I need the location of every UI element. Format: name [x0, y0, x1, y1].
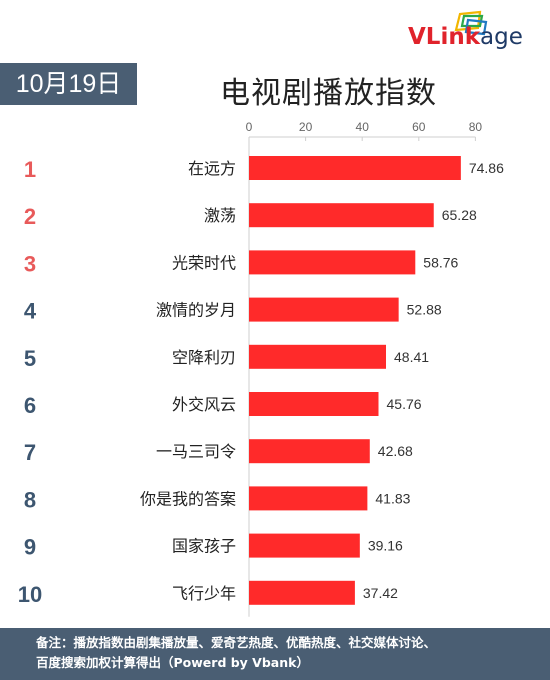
bar	[249, 580, 355, 605]
bar-chart: 0 20 40 60 80 1 2 3 4 5 6 7 8 9 10 在远方激荡光荣时代激情的岁月空降利刃…	[18, 120, 504, 617]
x-tick-label: 0	[246, 120, 253, 134]
value-label: 58.76	[423, 254, 458, 270]
bar	[249, 392, 379, 416]
rank-number: 10	[18, 582, 42, 607]
rank-number: 4	[24, 299, 37, 324]
category-label: 你是我的答案	[140, 489, 236, 508]
category-label: 在远方	[188, 159, 236, 178]
rank-number: 7	[24, 440, 36, 465]
bars	[249, 156, 461, 605]
logo-text: VLinkage	[408, 24, 523, 50]
category-labels: 在远方激荡光荣时代激情的岁月空降利刃外交风云一马三司令你是我的答案国家孩子飞行少…	[140, 159, 236, 603]
value-label: 45.76	[387, 396, 422, 412]
value-label: 65.28	[442, 207, 477, 223]
date-badge: 10月19日	[0, 63, 137, 105]
rank-number: 9	[24, 535, 36, 560]
category-label: 激荡	[204, 206, 236, 225]
category-label: 外交风云	[172, 395, 236, 414]
rank-number: 1	[24, 157, 36, 182]
bar	[249, 533, 360, 558]
value-label: 52.88	[407, 302, 442, 318]
bar	[249, 203, 434, 228]
bar	[249, 250, 416, 275]
category-label: 激情的岁月	[156, 301, 236, 320]
bar	[249, 439, 370, 464]
bar	[249, 297, 399, 322]
footer-line-2: 百度搜索加权计算得出（Powerd by Vbank）	[36, 655, 309, 670]
x-tick-label: 40	[356, 120, 370, 134]
rank-number: 8	[24, 487, 36, 512]
category-label: 空降利刃	[172, 348, 236, 367]
category-label: 光荣时代	[172, 253, 236, 272]
bar	[249, 156, 461, 180]
rank-number: 3	[24, 251, 36, 276]
footer-line-1: 备注：播放指数由剧集播放量、爱奇艺热度、优酷热度、社交媒体讨论、	[36, 635, 437, 650]
rank-number: 2	[24, 204, 36, 229]
category-label: 飞行少年	[172, 584, 236, 603]
x-tick-label: 80	[469, 120, 483, 134]
chart-title: 电视剧播放指数	[220, 76, 437, 111]
rank-numbers: 1 2 3 4 5 6 7 8 9 10	[18, 157, 42, 607]
rank-number: 5	[24, 346, 36, 371]
x-tick-label: 20	[299, 120, 313, 134]
value-label: 74.86	[469, 160, 504, 176]
vlinkage-logo: VLinkage	[408, 10, 538, 54]
bar	[249, 486, 368, 511]
bar	[249, 344, 387, 369]
value-label: 48.41	[394, 349, 429, 365]
value-labels: 74.86 65.28 58.76 52.88 48.41 45.76 42.68 41.83…	[363, 160, 504, 601]
footer-note: 备注：播放指数由剧集播放量、爱奇艺热度、优酷热度、社交媒体讨论、 百度搜索加权计…	[0, 628, 550, 680]
value-label: 37.42	[363, 585, 398, 601]
logo-frames-icon	[454, 10, 488, 36]
value-label: 41.83	[375, 490, 410, 506]
category-label: 国家孩子	[172, 537, 236, 556]
x-tick-label: 60	[412, 120, 426, 134]
category-label: 一马三司令	[156, 442, 236, 461]
value-label: 42.68	[378, 443, 413, 459]
value-label: 39.16	[368, 538, 403, 554]
rank-number: 6	[24, 393, 36, 418]
